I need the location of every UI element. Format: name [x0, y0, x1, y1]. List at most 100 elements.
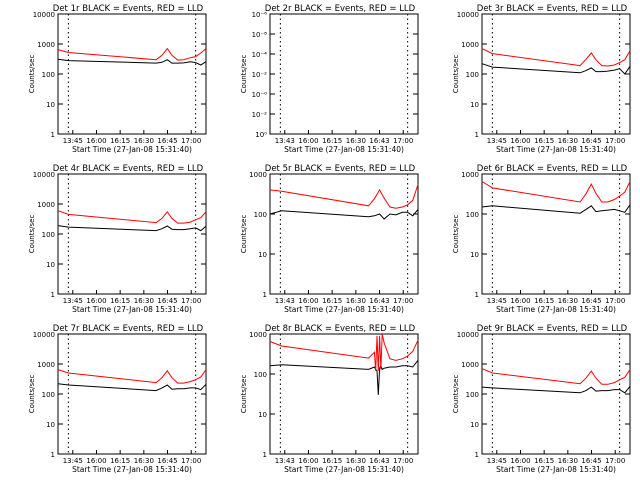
detector-panel: Det 4r BLACK = Events, RED = LLD 1 10 100 10…: [28, 164, 207, 314]
x-tick-label: 16:30: [346, 297, 366, 305]
events-series-line: [481, 204, 631, 214]
y-tick-label: 1000: [249, 171, 267, 179]
y-tick-label: 100: [254, 211, 267, 219]
y-tick-label: 10⁰: [255, 131, 267, 139]
plot-frame: [57, 333, 207, 455]
x-tick-label: 16:00: [298, 297, 318, 305]
y-tick-label: 10000: [457, 11, 479, 19]
plot-frame: [269, 173, 419, 295]
x-tick-label: 13:45: [63, 137, 83, 145]
x-tick-label: 13:45: [487, 137, 507, 145]
lld-series-line: [57, 210, 207, 224]
y-tick-label: 100: [466, 71, 479, 79]
x-tick-label: 17:00: [181, 137, 201, 145]
detector-panel: Det 1r BLACK = Events, RED = LLD 1 10 100 10…: [28, 4, 207, 154]
y-tick-label: 100: [466, 211, 479, 219]
y-tick-label: 10⁻⁰: [252, 91, 268, 99]
x-axis-label: Start Time (27-Jan-08 15:31:40): [284, 465, 404, 474]
x-tick-label: 17:00: [181, 297, 201, 305]
y-tick-label: 1: [51, 291, 55, 299]
x-tick-label: 13:43: [275, 457, 295, 465]
x-tick-label: 16:43: [369, 137, 389, 145]
x-tick-label: 13:45: [487, 297, 507, 305]
x-tick-label: 16:30: [558, 457, 578, 465]
x-tick-label: 16:30: [558, 137, 578, 145]
chart-title: Det 7r BLACK = Events, RED = LLD: [53, 324, 204, 334]
y-tick-label: 1000: [461, 171, 479, 179]
y-tick-label: 10: [470, 251, 479, 259]
events-series-line: [481, 63, 631, 75]
x-tick-label: 16:00: [510, 297, 530, 305]
x-axis-label: Start Time (27-Jan-08 15:31:40): [284, 305, 404, 314]
plot-frame: [481, 173, 631, 295]
lld-series-line: [481, 181, 631, 203]
y-tick-label: 10: [46, 261, 55, 269]
y-tick-label: 1000: [249, 331, 267, 339]
y-tick-label: 10: [46, 421, 55, 429]
plot-frame: [57, 13, 207, 135]
y-tick-label: 1000: [461, 41, 479, 49]
x-tick-label: 16:30: [558, 297, 578, 305]
y-tick-label: 10000: [33, 171, 55, 179]
y-tick-label: 10000: [457, 331, 479, 339]
x-axis-label: Start Time (27-Jan-08 15:31:40): [496, 465, 616, 474]
detector-panel: Det 7r BLACK = Events, RED = LLD 1 10 100 10…: [28, 324, 207, 474]
x-tick-label: 16:45: [581, 457, 601, 465]
y-axis-label: Counts/sec: [28, 215, 36, 254]
y-axis-label: Counts/sec: [240, 375, 248, 414]
y-tick-label: 10: [258, 411, 267, 419]
x-tick-label: 17:00: [393, 297, 413, 305]
x-axis-label: Start Time (27-Jan-08 15:31:40): [496, 145, 616, 154]
detector-panel: Det 6r BLACK = Events, RED = LLD 1 10 100 10…: [452, 164, 631, 314]
lld-series-line: [481, 368, 631, 385]
y-tick-label: 10⁻²: [252, 111, 268, 119]
y-tick-label: 10: [470, 421, 479, 429]
plot-frame: [57, 173, 207, 295]
x-tick-label: 16:00: [298, 457, 318, 465]
x-tick-label: 16:15: [110, 137, 130, 145]
detector-panel: Det 3r BLACK = Events, RED = LLD 1 10 100 10…: [452, 4, 631, 154]
x-tick-label: 16:43: [369, 457, 389, 465]
y-axis-label: Counts/sec: [452, 215, 460, 254]
y-axis-label: Counts/sec: [452, 55, 460, 94]
y-tick-label: 1: [475, 131, 479, 139]
x-tick-label: 16:15: [534, 297, 554, 305]
y-tick-label: 1: [51, 451, 55, 459]
y-tick-label: 10: [470, 101, 479, 109]
y-tick-label: 10⁻⁶: [252, 11, 268, 19]
chart-title: Det 1r BLACK = Events, RED = LLD: [53, 4, 204, 14]
y-tick-label: 10: [46, 101, 55, 109]
lld-series-line: [57, 47, 207, 61]
y-tick-label: 100: [254, 371, 267, 379]
x-tick-label: 16:45: [157, 297, 177, 305]
detector-panel: Det 8r BLACK = Events, RED = LLD 1 10 100 10…: [240, 324, 419, 474]
y-tick-label: 10000: [33, 11, 55, 19]
x-tick-label: 16:45: [157, 457, 177, 465]
y-tick-label: 10: [258, 251, 267, 259]
x-tick-label: 16:15: [534, 457, 554, 465]
y-tick-label: 1: [263, 291, 267, 299]
x-tick-label: 17:00: [605, 297, 625, 305]
chart-title: Det 4r BLACK = Events, RED = LLD: [53, 164, 204, 174]
events-series-line: [57, 58, 207, 66]
x-tick-label: 16:00: [510, 457, 530, 465]
y-tick-label: 10⁻²: [252, 71, 268, 79]
x-axis-label: Start Time (27-Jan-08 15:31:40): [72, 305, 192, 314]
x-tick-label: 16:30: [134, 297, 154, 305]
y-tick-label: 1: [475, 291, 479, 299]
lld-series-line: [481, 48, 631, 67]
x-tick-label: 16:00: [86, 137, 106, 145]
x-tick-label: 16:30: [346, 457, 366, 465]
events-series-line: [269, 209, 419, 220]
x-tick-label: 16:15: [322, 297, 342, 305]
x-tick-label: 16:45: [157, 137, 177, 145]
plot-frame: [269, 13, 419, 135]
chart-title: Det 5r BLACK = Events, RED = LLD: [265, 164, 416, 174]
x-tick-label: 17:00: [605, 457, 625, 465]
x-tick-label: 13:45: [63, 297, 83, 305]
x-tick-label: 16:15: [534, 137, 554, 145]
y-axis-label: Counts/sec: [452, 375, 460, 414]
lld-series-line: [269, 333, 419, 371]
x-tick-label: 16:15: [322, 137, 342, 145]
